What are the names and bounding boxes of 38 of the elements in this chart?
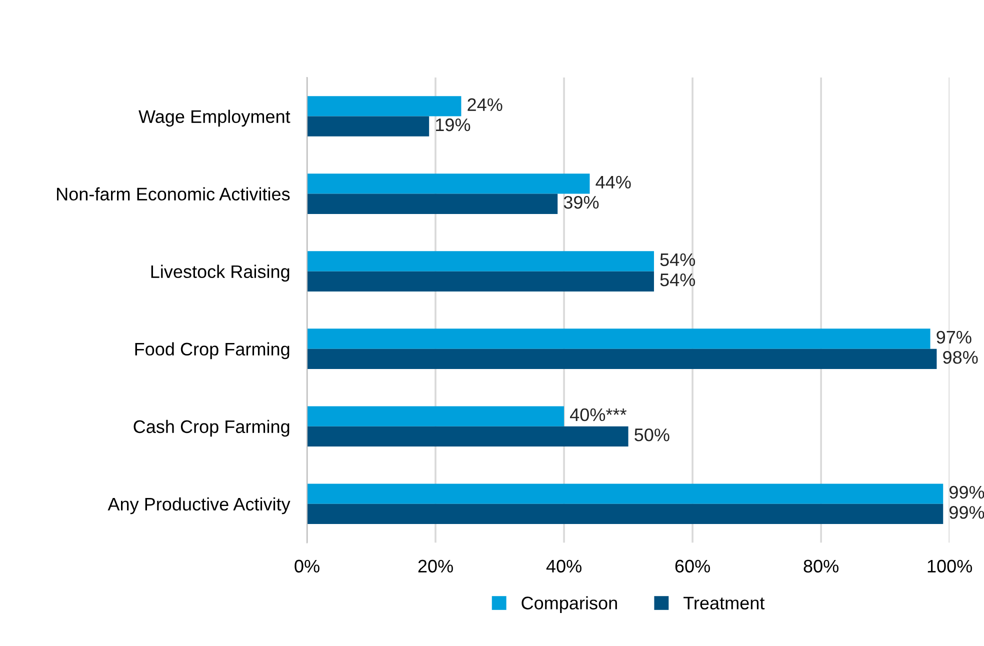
bar	[307, 271, 654, 292]
legend-label: Treatment	[684, 596, 765, 610]
y-tick-label: Any Productive Activity	[108, 497, 290, 514]
data-label: 99%	[950, 486, 984, 499]
bar	[307, 96, 462, 116]
data-label: 99%	[950, 506, 984, 519]
data-label: 54%	[660, 274, 696, 286]
data-label: 24%	[468, 98, 502, 111]
bar	[307, 174, 590, 194]
bar	[307, 484, 944, 504]
data-label: 19%	[436, 118, 470, 132]
y-tick-label: Wage Employment	[138, 110, 290, 127]
x-tick-label: 80%	[804, 560, 838, 573]
bar	[307, 328, 930, 349]
data-label: 54%	[660, 253, 696, 266]
x-tick-label: 100%	[928, 560, 972, 573]
bar	[307, 348, 937, 369]
x-tick-label: 20%	[418, 560, 453, 573]
x-tick-label: 60%	[675, 560, 710, 573]
x-tick-label: 0%	[294, 560, 320, 573]
bar	[307, 426, 628, 447]
y-tick-label: Non-farm Economic Activities	[57, 187, 290, 201]
y-tick-label: Food Crop Farming	[135, 342, 290, 360]
data-label: 50%	[634, 428, 670, 442]
y-tick-label: Livestock Raising	[151, 264, 290, 282]
data-label: 39%	[564, 196, 599, 209]
bar	[307, 504, 944, 524]
bar	[307, 116, 430, 136]
y-tick-label: Cash Crop Farming	[134, 420, 290, 437]
bar	[307, 251, 654, 272]
data-label: 44%	[596, 176, 631, 188]
data-label: 98%	[943, 350, 978, 364]
bar	[307, 406, 564, 426]
x-tick-label: 40%	[546, 560, 582, 573]
bar	[307, 194, 558, 214]
data-label: 97%	[936, 330, 972, 344]
data-label: 40%***	[570, 408, 627, 422]
legend-label: Comparison	[522, 596, 617, 614]
